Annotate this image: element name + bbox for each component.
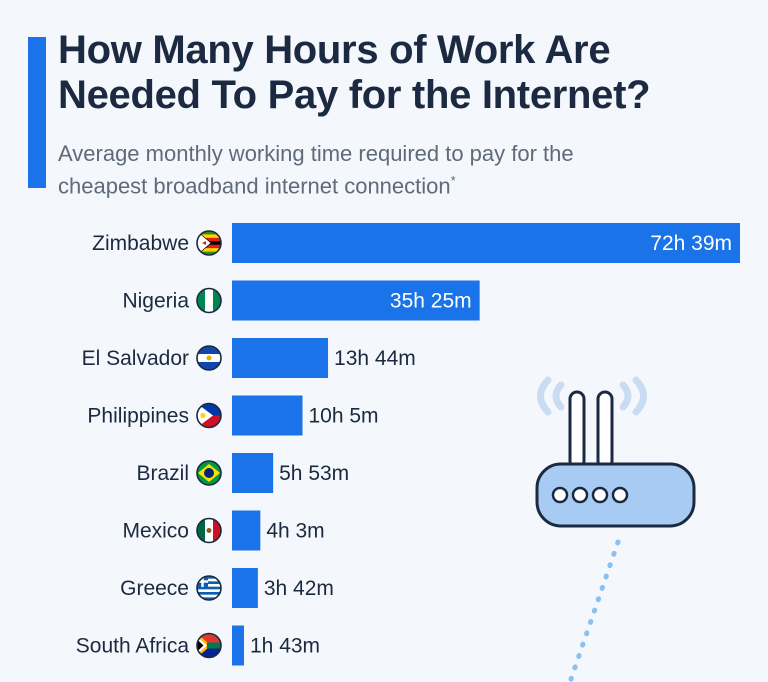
category-label-mexico: Mexico — [122, 520, 189, 543]
wifi-wave-right-outer — [632, 376, 647, 416]
bar-nigeria — [232, 280, 480, 321]
wifi-wave-right-inner — [619, 381, 632, 411]
category-label-brazil: Brazil — [136, 462, 189, 485]
value-label-greece: 3h 42m — [264, 577, 334, 600]
router-led-3 — [591, 486, 609, 504]
value-label-philippines: 10h 5m — [309, 405, 379, 428]
value-label-brazil: 5h 53m — [279, 462, 349, 485]
flag-philippines-icon — [196, 402, 222, 429]
flag-south-africa-icon — [196, 632, 222, 659]
category-label-el-salvador: El Salvador — [82, 347, 189, 370]
bar-greece — [232, 568, 258, 608]
value-label-south-africa: 1h 43m — [250, 635, 320, 658]
title-accent-bar — [28, 37, 46, 188]
chart-subtitle: Average monthly working time required to… — [58, 140, 658, 199]
wifi-wave-left-inner — [552, 381, 565, 411]
bar-philippines — [232, 395, 303, 436]
category-label-south-africa: South Africa — [76, 635, 190, 658]
category-label-philippines: Philippines — [87, 405, 189, 428]
value-label-el-salvador: 13h 44m — [334, 347, 416, 370]
flag-greece-icon — [196, 575, 222, 601]
value-label-zimbabwe: 72h 39m — [650, 232, 732, 255]
bar-brazil — [232, 453, 274, 493]
value-label-mexico: 4h 3m — [266, 520, 324, 543]
chart-title: How Many Hours of Work Are Needed To Pay… — [58, 28, 651, 117]
router-led-4 — [611, 486, 629, 504]
wifi-wave-left-outer — [537, 376, 552, 416]
router-cable — [567, 539, 621, 682]
flag-zimbabwe-icon — [196, 230, 222, 256]
value-label-nigeria: 35h 25m — [390, 290, 472, 313]
category-label-nigeria: Nigeria — [122, 290, 189, 313]
bar-mexico — [232, 510, 261, 551]
subtitle-text: Average monthly working time required to… — [58, 141, 574, 199]
subtitle-footnote-mark: * — [450, 173, 456, 188]
flag-brazil-icon — [196, 460, 222, 486]
bar-zimbabwe — [232, 223, 740, 263]
flag-mexico-icon — [196, 517, 222, 544]
flag-el-salvador-icon — [196, 345, 222, 371]
router-led-2 — [571, 486, 589, 504]
router-led-1 — [551, 486, 569, 504]
category-label-greece: Greece — [120, 577, 189, 600]
bar-south-africa — [232, 625, 245, 666]
category-label-zimbabwe: Zimbabwe — [92, 232, 189, 255]
flag-nigeria-icon — [196, 287, 222, 314]
bar-el-salvador — [232, 338, 329, 378]
